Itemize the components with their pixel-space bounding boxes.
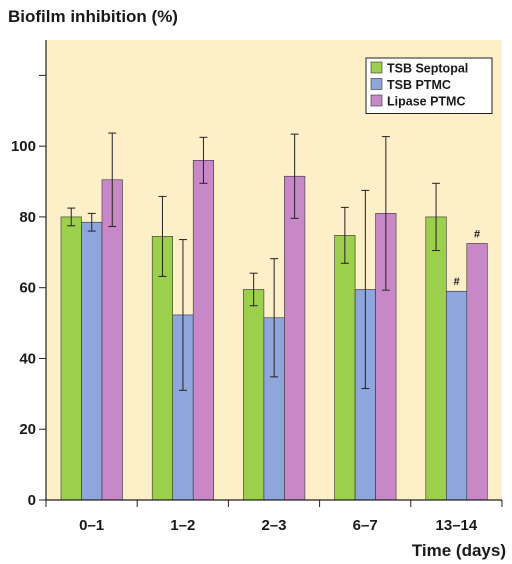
- bar-tsb-septopal-3: [334, 235, 356, 501]
- x-axis-label: Time (days): [412, 541, 506, 560]
- bar-lipase-ptmc-0: [101, 179, 123, 501]
- legend-entry: TSB PTMC: [387, 78, 451, 92]
- error-bar-1-3: [361, 189, 370, 390]
- y-tick-label: 40: [19, 350, 36, 367]
- legend-swatch: [370, 78, 383, 90]
- x-tick-label: 0–1: [79, 517, 104, 534]
- legend-box: [365, 57, 493, 114]
- bar-lipase-ptmc-2: [284, 175, 306, 501]
- x-tick-label: 1–2: [170, 517, 195, 534]
- y-tick-label: 100: [11, 138, 36, 155]
- bar-tsb-septopal-2: [243, 289, 265, 501]
- legend-entry: TSB Septopal: [387, 62, 468, 76]
- bar-tsb-ptmc-4: [445, 290, 468, 501]
- bar-lipase-ptmc-4: [466, 243, 488, 501]
- annotation-marker: #: [474, 228, 480, 240]
- error-bar-0-1: [158, 195, 167, 277]
- error-bar-1-2: [270, 258, 279, 378]
- legend-swatch: [370, 61, 383, 74]
- y-tick-label: 80: [19, 209, 36, 226]
- error-bar-2-1: [199, 136, 208, 184]
- error-bar-0-2: [249, 272, 258, 307]
- error-bar-2-3: [381, 136, 390, 291]
- error-bar-0-0: [67, 207, 76, 227]
- x-tick-label: 6–7: [353, 517, 378, 534]
- error-bar-1-1: [178, 239, 187, 391]
- bar-tsb-septopal-4: [425, 216, 447, 501]
- bar-lipase-ptmc-1: [192, 160, 214, 501]
- y-tick-label: 60: [19, 280, 36, 297]
- y-tick-label: 0: [28, 492, 36, 509]
- legend-entry: Lipase PTMC: [387, 95, 466, 109]
- x-tick-label: 2–3: [261, 517, 286, 534]
- annotation-marker: #: [453, 276, 459, 288]
- bar-tsb-septopal-0: [60, 216, 82, 501]
- error-bar-2-2: [290, 133, 299, 219]
- x-tick-label: 13–14: [436, 517, 478, 534]
- error-bar-1-0: [87, 212, 96, 232]
- legend: TSB Septopal TSB PTMC Lipase PTMC: [365, 57, 493, 114]
- legend-swatch: [370, 94, 383, 107]
- bar-tsb-ptmc-0: [81, 221, 103, 501]
- error-bar-2-0: [108, 132, 117, 227]
- error-bar-0-3: [340, 206, 349, 264]
- y-axis-label: Biofilm inhibition (%): [8, 7, 178, 26]
- error-bar-0-4: [432, 182, 441, 252]
- y-tick-label: 20: [19, 421, 36, 438]
